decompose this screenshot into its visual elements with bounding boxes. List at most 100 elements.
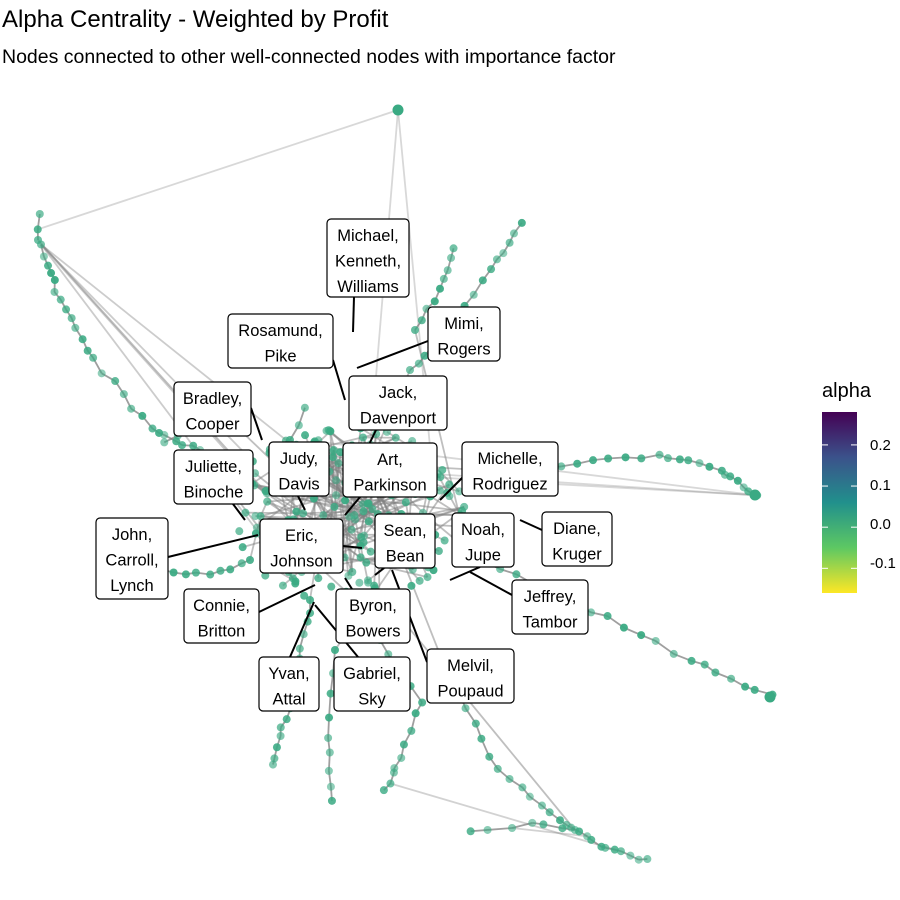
node-label-line: Diane, <box>553 520 601 538</box>
network-node <box>71 323 80 332</box>
node-label-box <box>268 441 330 497</box>
node-label-line: Sky <box>358 691 386 709</box>
label-leader-line <box>258 584 316 613</box>
node-label-line: Cooper <box>185 416 240 434</box>
node-label-line: Judy, <box>280 450 318 468</box>
network-node <box>485 752 494 761</box>
network-node <box>443 266 452 275</box>
node-label-box <box>541 511 613 567</box>
network-node <box>325 748 334 757</box>
network-node <box>386 779 395 788</box>
network-node <box>34 236 42 244</box>
node-label-box <box>173 449 254 505</box>
network-node <box>39 252 48 261</box>
node-label: Sean, Bean <box>383 522 426 566</box>
network-node <box>528 818 537 827</box>
label-leader-line <box>519 519 543 531</box>
network-node <box>169 568 178 577</box>
network-node <box>461 704 470 713</box>
node-label-box <box>326 218 410 298</box>
node-label-line: Binoche <box>184 484 244 502</box>
network-node <box>344 571 353 580</box>
network-node <box>160 431 169 440</box>
network-node <box>89 353 98 362</box>
network-node <box>626 851 635 860</box>
network-node <box>241 508 250 517</box>
network-node <box>237 559 246 568</box>
node-label-line: Mimi, <box>444 315 483 333</box>
network-edge <box>335 452 342 496</box>
network-node <box>328 453 337 462</box>
network-node <box>571 826 579 834</box>
network-node <box>306 596 314 604</box>
network-node <box>191 568 200 577</box>
network-node <box>406 366 414 374</box>
network-node <box>295 644 304 653</box>
node-label-line: Johnson <box>270 553 332 571</box>
network-node <box>604 454 613 463</box>
network-node <box>483 825 492 834</box>
network-node <box>332 476 341 485</box>
node-label-line: Jeffrey, <box>524 588 577 606</box>
node-label-line: John, <box>112 526 152 544</box>
node-label: Jeffrey, Tambor <box>522 588 578 632</box>
node-label-box <box>427 306 501 362</box>
node-label-line: Carroll, <box>105 552 158 570</box>
network-node <box>324 733 333 742</box>
node-label: Connie, Britton <box>193 597 250 641</box>
node-label-box <box>451 512 515 568</box>
node-label: Byron, Bowers <box>345 597 400 641</box>
network-node <box>56 295 65 304</box>
network-node <box>324 766 333 775</box>
network-node <box>332 491 341 500</box>
node-label-line: Lynch <box>110 577 153 595</box>
network-node <box>435 284 444 293</box>
network-node <box>50 276 59 285</box>
network-node <box>711 668 720 677</box>
network-node <box>411 326 419 334</box>
network-node <box>637 631 646 640</box>
node-label-line: Jupe <box>465 547 501 565</box>
node-label: Jack, Davenport <box>360 384 437 428</box>
network-node <box>326 689 335 698</box>
network-node <box>263 497 272 506</box>
network-node <box>663 454 672 463</box>
network-node <box>292 507 301 516</box>
node-label-line: Connie, <box>193 597 250 615</box>
label-leader-line <box>449 566 481 581</box>
network-node <box>119 390 128 399</box>
node-label-box <box>259 518 344 574</box>
network-node <box>589 456 598 465</box>
network-node <box>235 527 244 536</box>
network-node <box>325 713 334 722</box>
network-node <box>256 512 265 521</box>
network-node <box>727 674 736 683</box>
label-leader-line <box>374 567 385 576</box>
label-leader-line <box>289 601 315 658</box>
node-label-line: Kruger <box>552 546 602 564</box>
chart-title: Alpha Centrality - Weighted by Profit <box>2 6 389 33</box>
network-node <box>363 499 372 508</box>
node-label-line: Bean <box>386 548 425 566</box>
node-label: Gabriel, Sky <box>343 665 401 709</box>
network-node <box>334 459 343 468</box>
legend-label-0-1: 0.1 <box>870 477 891 494</box>
network-edge <box>390 782 615 851</box>
network-node <box>700 660 709 669</box>
network-node <box>573 459 582 468</box>
network-node <box>364 517 373 526</box>
network-node <box>634 855 643 864</box>
label-leader-line <box>332 359 346 401</box>
node-label-line: Art, <box>377 451 403 469</box>
network-node <box>364 578 373 587</box>
node-labels: Michael, Kenneth, Williams Mimi, Rogers Rosam… <box>95 218 613 712</box>
network-node <box>741 682 750 691</box>
node-label-line: Bowers <box>345 623 400 641</box>
network-node <box>505 238 514 247</box>
label-leader-line <box>250 407 263 441</box>
node-label-line: Williams <box>337 278 398 296</box>
network-node <box>270 754 279 763</box>
network-node <box>282 715 291 724</box>
network-node <box>733 476 742 485</box>
